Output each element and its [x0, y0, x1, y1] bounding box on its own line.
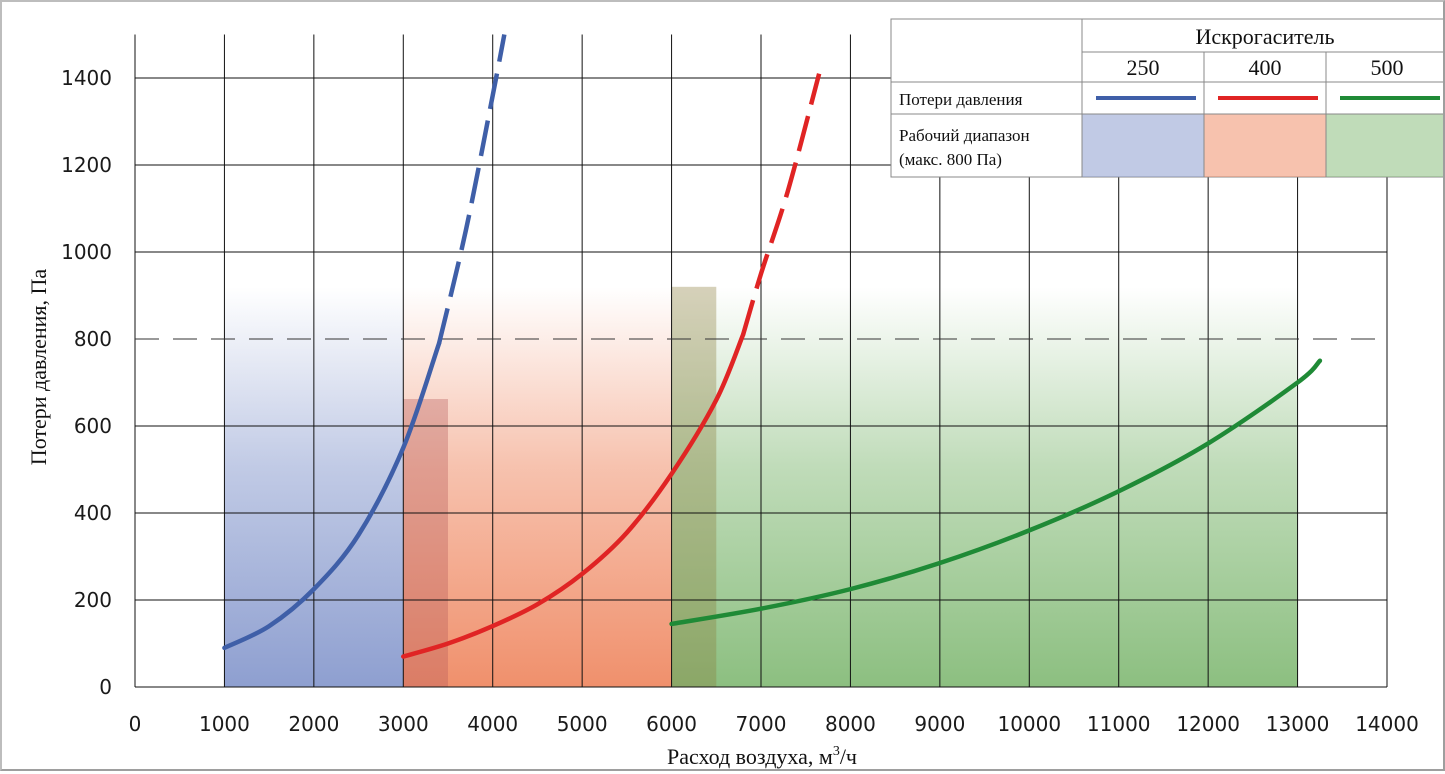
x-tick-label: 0 [129, 712, 142, 736]
x-tick-label: 9000 [914, 712, 965, 736]
y-tick-label: 1200 [61, 153, 112, 177]
y-axis-label: Потери давления, Па [26, 269, 51, 466]
x-tick-label: 12000 [1176, 712, 1240, 736]
y-tick-label: 1000 [61, 240, 112, 264]
x-tick-label: 14000 [1355, 712, 1419, 736]
x-tick-label: 4000 [467, 712, 518, 736]
legend-range-swatch-400 [1204, 114, 1326, 177]
overlap-250-400 [403, 399, 448, 687]
x-tick-label: 10000 [997, 712, 1061, 736]
x-tick-label: 8000 [825, 712, 876, 736]
legend-row-pressure-loss: Потери давления [899, 90, 1023, 109]
x-tick-label: 7000 [736, 712, 787, 736]
y-tick-label: 0 [99, 675, 112, 699]
x-tick-label: 5000 [557, 712, 608, 736]
legend-header: Искрогаситель [1195, 24, 1334, 49]
curve-500-solid [669, 358, 1323, 627]
working-range-500 [671, 286, 1298, 687]
y-tick-label: 800 [74, 327, 112, 351]
y-tick-label: 200 [74, 588, 112, 612]
legend-column-500: 500 [1371, 55, 1404, 80]
y-tick-label: 1400 [61, 66, 112, 90]
y-tick-label: 400 [74, 501, 112, 525]
working-range-400 [403, 286, 672, 687]
x-tick-labels: 0 1000 2000 3000 4000 5000 6000 7000 8000 9000 100… [129, 712, 1419, 736]
x-tick-label: 13000 [1266, 712, 1330, 736]
legend-range-swatch-500 [1326, 114, 1445, 177]
x-tick-label: 6000 [646, 712, 697, 736]
x-tick-label: 2000 [288, 712, 339, 736]
x-tick-label: 1000 [199, 712, 250, 736]
curve-250-dashed [436, 34, 507, 344]
y-tick-label: 600 [74, 414, 112, 438]
legend-column-400: 400 [1249, 55, 1282, 80]
curve-400-solid [401, 332, 746, 659]
x-axis-label: Расход воздуха, м3/ч [667, 744, 857, 769]
curves [222, 34, 1323, 659]
legend-table: Искрогаситель 250 400 500 Потери давления Раб… [890, 18, 1445, 178]
x-tick-label: 11000 [1087, 712, 1151, 736]
legend-range-swatch-250 [1082, 114, 1204, 177]
curve-400-dashed [740, 73, 822, 336]
legend-column-250: 250 [1127, 55, 1160, 80]
legend-row-working-range-max: (макс. 800 Па) [899, 150, 1002, 169]
x-tick-label: 3000 [378, 712, 429, 736]
overlap-400-500 [671, 286, 717, 687]
curve-250-solid [222, 341, 442, 651]
legend-row-working-range: Рабочий диапазон [899, 126, 1030, 145]
y-tick-labels: 0 200 400 600 800 1000 1200 1400 [61, 66, 112, 699]
